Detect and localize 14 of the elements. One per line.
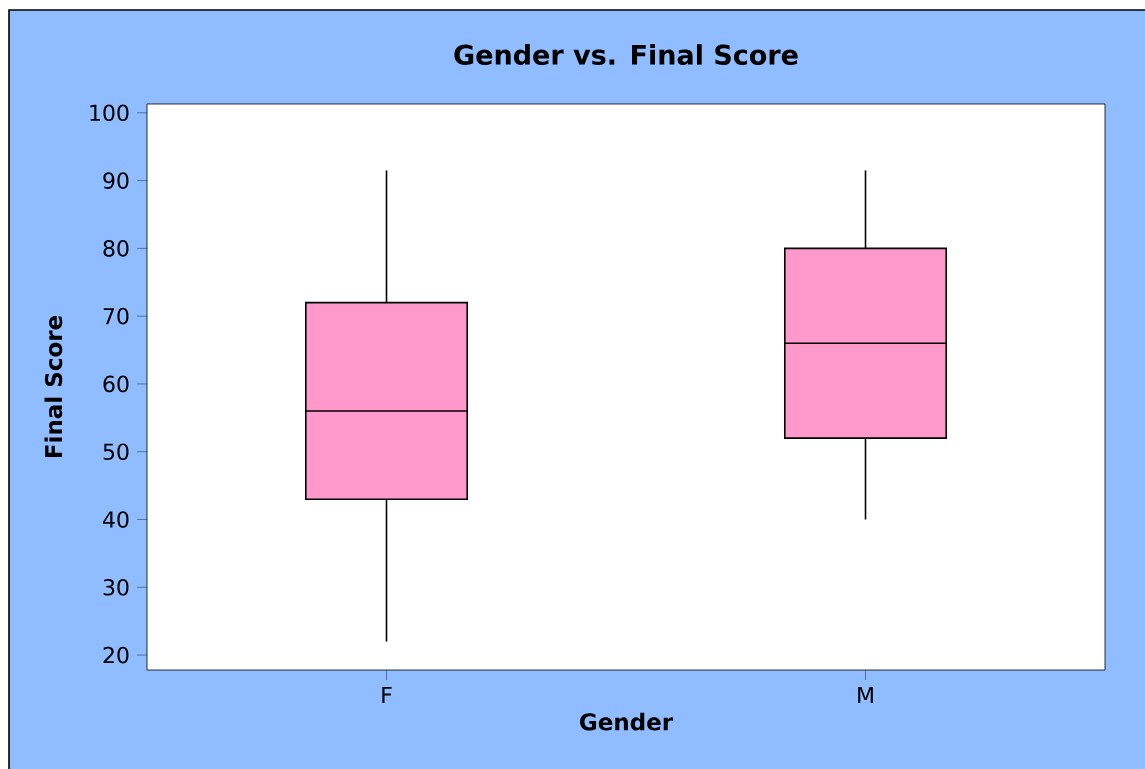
y-tick-label: 40 bbox=[103, 511, 129, 528]
chart-title: Gender vs. Final Score bbox=[454, 44, 798, 65]
x-axis-title: Gender bbox=[580, 712, 674, 731]
y-tick-label: 100 bbox=[90, 104, 129, 122]
y-tick-label: 50 bbox=[103, 443, 129, 461]
y-tick-label: 70 bbox=[103, 307, 129, 325]
x-tick-label: M bbox=[858, 687, 873, 704]
y-axis-title: Final Score bbox=[44, 315, 63, 458]
x-tick-label: F bbox=[382, 687, 392, 704]
y-tick-label: 90 bbox=[103, 172, 129, 189]
y-tick-label: 20 bbox=[103, 646, 129, 664]
y-tick-label: 30 bbox=[103, 578, 129, 596]
y-tick-label: 60 bbox=[103, 375, 129, 393]
y-tick-label: 80 bbox=[103, 240, 129, 257]
